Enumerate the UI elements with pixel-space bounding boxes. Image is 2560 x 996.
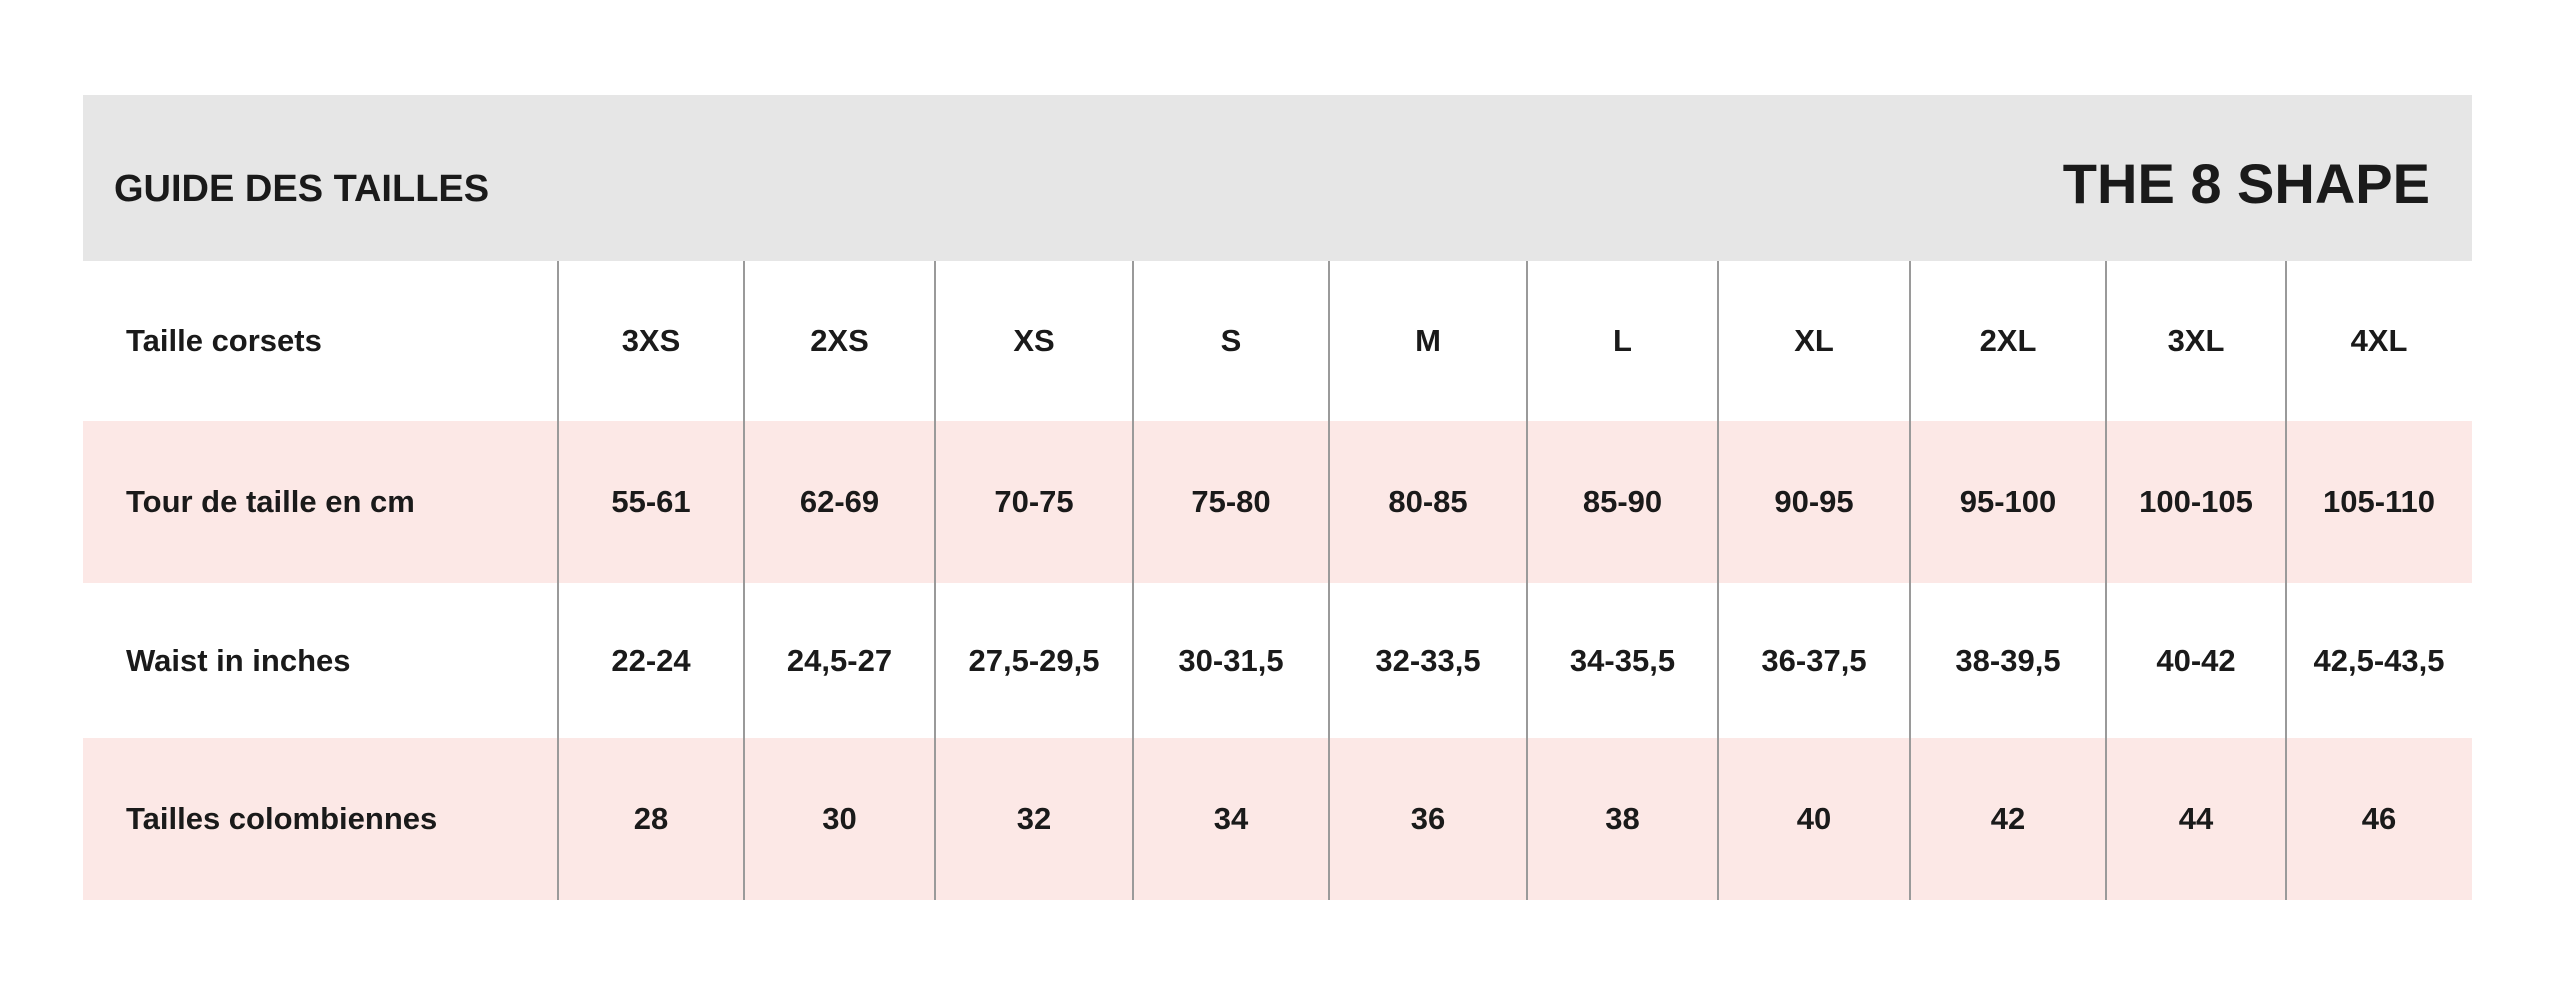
table-cell: 22-24 xyxy=(611,642,691,678)
table-cell: 38 xyxy=(1605,801,1640,836)
table-cell: 42 xyxy=(1990,801,2026,836)
table-row: Tour de taille en cm 55-61 62-69 70-75 75-80… xyxy=(83,421,2472,583)
table-cell: 40 xyxy=(1796,801,1832,836)
table-cell: 34-35,5 xyxy=(1569,642,1676,678)
table-cell: 75-80 xyxy=(1191,484,1271,519)
table-cell: 32 xyxy=(1016,801,1052,836)
table-cell: L xyxy=(1613,323,1632,358)
title: GUIDE DES TAILLES xyxy=(114,168,490,210)
table-row: Tailles colombiennes 28 30 32 34 36 38 40 42 44 46 xyxy=(83,738,2472,900)
table-cell: 90-95 xyxy=(1774,484,1854,519)
table-cell: 36-37,5 xyxy=(1761,642,1867,678)
row-label: Tailles colombiennes xyxy=(126,801,438,836)
table-cell: 3XS xyxy=(621,323,681,358)
table-cell: XL xyxy=(1794,323,1834,358)
table-cell: 3XL xyxy=(2167,323,2225,358)
table-cell: 30-31,5 xyxy=(1178,642,1284,678)
column-divider xyxy=(557,261,559,900)
table-cell: 95-100 xyxy=(1959,484,2057,519)
column-divider xyxy=(743,261,745,900)
column-divider xyxy=(1526,261,1528,900)
table-cell: 85-90 xyxy=(1582,484,1663,519)
row-label: Waist in inches xyxy=(126,642,351,678)
table-cell: 62-69 xyxy=(799,484,880,519)
column-divider xyxy=(934,261,936,900)
column-divider xyxy=(2285,261,2287,900)
table-cell: 27,5-29,5 xyxy=(968,642,1100,678)
table-cell: 46 xyxy=(2361,801,2397,836)
table-cell: 44 xyxy=(2178,801,2214,836)
table-cell: 36 xyxy=(1410,801,1446,836)
table-cell: 100-105 xyxy=(2139,484,2253,519)
header-band: GUIDE DES TAILLES THE 8 SHAPE xyxy=(83,95,2472,261)
table-cell: 28 xyxy=(633,801,669,836)
table-cell: 38-39,5 xyxy=(1955,642,2061,678)
table-cell: 2XL xyxy=(1979,323,2037,358)
table-cell: 4XL xyxy=(2350,323,2408,358)
table-cell: 30 xyxy=(822,801,857,836)
column-divider xyxy=(1132,261,1134,900)
table-cell: 34 xyxy=(1213,801,1249,836)
table-row: Waist in inches 22-24 24,5-27 27,5-29,5 30-3… xyxy=(83,583,2472,738)
table-cell: 40-42 xyxy=(2156,642,2236,678)
table-cell: 24,5-27 xyxy=(786,642,893,678)
table-cell: 42,5-43,5 xyxy=(2313,642,2445,678)
table-cell: 70-75 xyxy=(994,484,1074,519)
table-cell: S xyxy=(1220,323,1242,358)
table-cell: M xyxy=(1415,323,1441,358)
column-divider xyxy=(2105,261,2107,900)
row-label: Tour de taille en cm xyxy=(126,484,415,519)
row-label: Taille corsets xyxy=(126,323,322,358)
table-cell: 55-61 xyxy=(611,484,691,519)
table-cell: 2XS xyxy=(810,323,869,358)
table-cell: XS xyxy=(1013,323,1055,358)
table-cell: 32-33,5 xyxy=(1375,642,1481,678)
column-divider xyxy=(1328,261,1330,900)
table-cell: 80-85 xyxy=(1388,484,1468,519)
brand: THE 8 SHAPE xyxy=(2062,152,2430,215)
column-divider xyxy=(1909,261,1911,900)
table-row: Taille corsets 3XS 2XS XS S M L XL 2XL 3XL 4XL xyxy=(83,261,2472,421)
column-divider xyxy=(1717,261,1719,900)
table-cell: 105-110 xyxy=(2322,484,2436,519)
